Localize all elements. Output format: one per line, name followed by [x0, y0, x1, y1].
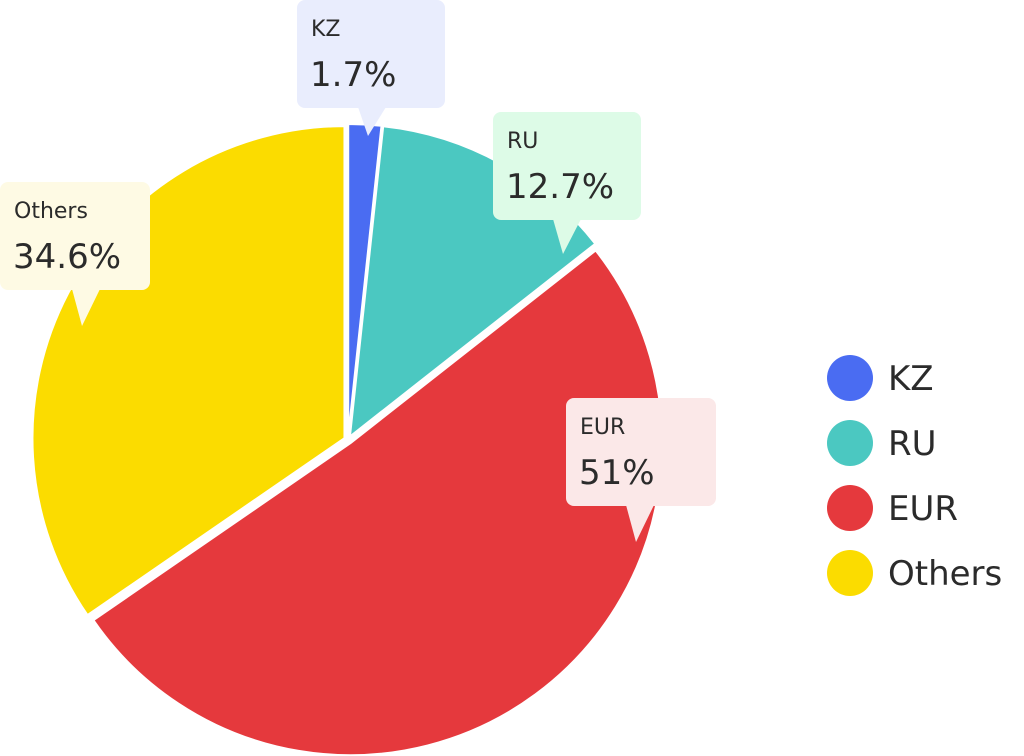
callout-kz: KZ 1.7%	[297, 0, 445, 136]
callout-box	[566, 398, 716, 506]
legend-item-others: Others	[827, 550, 1002, 596]
callout-ru: RU 12.7%	[493, 112, 641, 254]
legend-swatch	[827, 550, 873, 596]
legend-label: KZ	[888, 359, 934, 399]
legend-item-ru: RU	[827, 420, 937, 466]
legend-label: Others	[888, 554, 1002, 594]
legend-swatch	[827, 355, 873, 401]
callout-box	[297, 0, 445, 108]
legend-label: EUR	[888, 489, 958, 529]
callout-label: RU	[507, 129, 538, 154]
legend: KZ RU EUR Others	[827, 355, 1002, 596]
callout-pointer	[358, 107, 386, 136]
callout-value: 12.7%	[506, 167, 614, 207]
legend-swatch	[827, 420, 873, 466]
callout-box	[493, 112, 641, 220]
callout-label: KZ	[311, 17, 341, 42]
callout-others: Others 34.6%	[0, 182, 150, 326]
callout-pointer	[72, 289, 100, 326]
pie-slice-eur	[92, 249, 664, 756]
callout-value: 34.6%	[13, 237, 121, 277]
legend-label: RU	[888, 424, 937, 464]
callout-pointer	[553, 219, 581, 254]
legend-item-eur: EUR	[827, 485, 958, 531]
pie-callouts: KZ 1.7% RU 12.7% EUR 51% Others 34.6%	[0, 0, 716, 542]
callout-box	[0, 182, 150, 290]
callout-label: EUR	[580, 415, 625, 440]
legend-swatch	[827, 485, 873, 531]
legend-item-kz: KZ	[827, 355, 934, 401]
callout-eur: EUR 51%	[566, 398, 716, 542]
callout-pointer	[626, 505, 654, 542]
callout-value: 1.7%	[310, 55, 396, 95]
callout-label: Others	[14, 199, 88, 224]
callout-value: 51%	[579, 453, 655, 493]
